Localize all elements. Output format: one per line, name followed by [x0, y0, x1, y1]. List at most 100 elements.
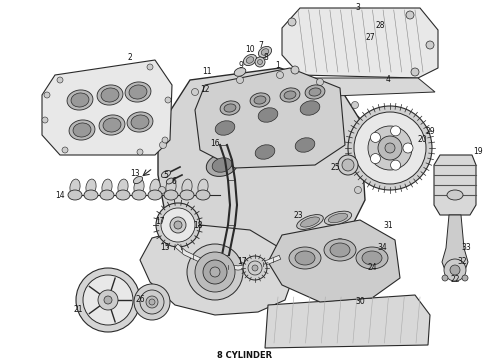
Text: 13: 13: [130, 168, 140, 177]
Ellipse shape: [97, 85, 123, 105]
Ellipse shape: [182, 179, 192, 195]
Circle shape: [195, 252, 235, 292]
Circle shape: [158, 186, 166, 194]
Circle shape: [403, 143, 413, 153]
Circle shape: [149, 299, 155, 305]
Circle shape: [348, 106, 432, 190]
Circle shape: [426, 41, 434, 49]
Ellipse shape: [309, 88, 321, 96]
Ellipse shape: [362, 251, 382, 265]
Text: 8 CYLINDER: 8 CYLINDER: [218, 351, 272, 360]
Circle shape: [243, 256, 267, 280]
Text: 2: 2: [127, 53, 132, 62]
Circle shape: [378, 136, 402, 160]
Ellipse shape: [252, 104, 284, 126]
Circle shape: [252, 265, 258, 271]
Text: 9: 9: [239, 60, 244, 69]
Text: 10: 10: [245, 45, 255, 54]
Circle shape: [276, 72, 284, 78]
Text: 34: 34: [377, 243, 387, 252]
Circle shape: [338, 155, 358, 175]
Circle shape: [134, 284, 170, 320]
Circle shape: [170, 217, 186, 233]
Text: 21: 21: [73, 306, 83, 315]
Circle shape: [57, 77, 63, 83]
Ellipse shape: [148, 190, 162, 200]
Circle shape: [342, 159, 354, 171]
Ellipse shape: [244, 54, 257, 66]
Circle shape: [359, 141, 366, 148]
Circle shape: [192, 89, 198, 95]
Ellipse shape: [166, 179, 176, 195]
Text: 3: 3: [356, 3, 361, 12]
Text: 4: 4: [386, 76, 391, 85]
Text: 30: 30: [355, 297, 365, 306]
Ellipse shape: [84, 190, 98, 200]
Ellipse shape: [255, 145, 275, 159]
Circle shape: [156, 203, 200, 247]
Circle shape: [174, 221, 182, 229]
Polygon shape: [434, 155, 476, 215]
Text: 19: 19: [473, 148, 483, 157]
Ellipse shape: [294, 96, 326, 120]
Ellipse shape: [295, 251, 315, 265]
Circle shape: [161, 208, 195, 242]
Circle shape: [237, 77, 244, 84]
Ellipse shape: [289, 134, 321, 156]
Text: 29: 29: [425, 127, 435, 136]
Ellipse shape: [134, 179, 144, 195]
Ellipse shape: [70, 179, 80, 195]
Circle shape: [411, 68, 419, 76]
Text: 28: 28: [375, 21, 385, 30]
Ellipse shape: [99, 115, 125, 135]
Circle shape: [104, 296, 112, 304]
Ellipse shape: [166, 178, 173, 184]
Circle shape: [172, 229, 178, 235]
Circle shape: [258, 59, 263, 64]
Circle shape: [42, 117, 48, 123]
Text: 16: 16: [210, 139, 220, 148]
Ellipse shape: [125, 82, 151, 102]
Circle shape: [210, 267, 220, 277]
Ellipse shape: [330, 243, 350, 257]
Text: 11: 11: [202, 68, 212, 77]
Text: 18: 18: [193, 220, 203, 230]
Polygon shape: [442, 215, 468, 278]
Ellipse shape: [67, 90, 93, 110]
Ellipse shape: [250, 93, 270, 107]
Circle shape: [83, 275, 133, 325]
Ellipse shape: [86, 179, 96, 195]
Circle shape: [203, 260, 227, 284]
Ellipse shape: [280, 88, 300, 102]
Circle shape: [391, 126, 400, 136]
Ellipse shape: [324, 239, 356, 261]
Circle shape: [354, 112, 426, 184]
Ellipse shape: [101, 88, 119, 102]
Text: 1: 1: [275, 60, 280, 69]
Ellipse shape: [71, 93, 89, 107]
Polygon shape: [268, 220, 400, 302]
Circle shape: [406, 11, 414, 19]
Circle shape: [146, 296, 158, 308]
Text: 27: 27: [365, 33, 375, 42]
Ellipse shape: [133, 176, 143, 184]
Circle shape: [370, 132, 380, 143]
Text: 25: 25: [330, 162, 340, 171]
Ellipse shape: [305, 85, 325, 99]
Circle shape: [296, 258, 303, 266]
Circle shape: [165, 97, 171, 103]
Text: 5: 5: [164, 171, 169, 180]
Polygon shape: [265, 295, 430, 348]
Ellipse shape: [161, 170, 171, 177]
Circle shape: [368, 126, 412, 170]
Circle shape: [137, 149, 143, 155]
Ellipse shape: [150, 179, 160, 195]
Text: 32: 32: [457, 257, 467, 266]
Ellipse shape: [261, 49, 269, 55]
Circle shape: [288, 18, 296, 26]
Ellipse shape: [328, 213, 348, 222]
Polygon shape: [140, 225, 295, 315]
Ellipse shape: [68, 190, 82, 200]
Circle shape: [291, 66, 299, 74]
Ellipse shape: [224, 104, 236, 112]
